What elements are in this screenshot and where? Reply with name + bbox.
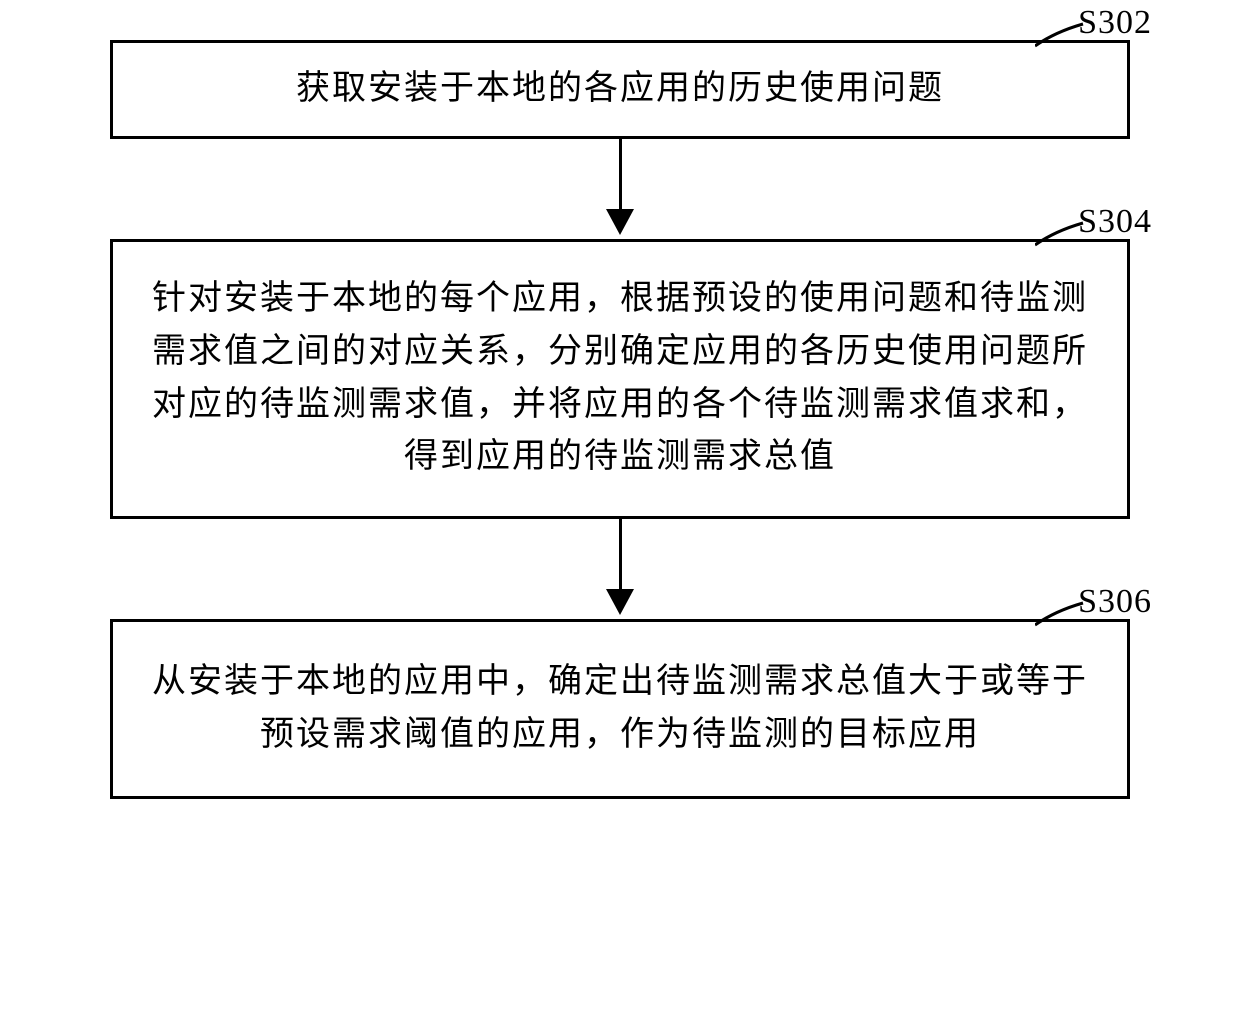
step-label-s306: S306 xyxy=(1078,583,1152,621)
flowchart-container: S302 获取安装于本地的各应用的历史使用问题 S304 针对安装于本地的每个应… xyxy=(60,40,1180,799)
step-wrapper-s306: S306 从安装于本地的应用中，确定出待监测需求总值大于或等于预设需求阈值的应用… xyxy=(60,619,1180,799)
arrow-head-icon xyxy=(606,589,634,615)
arrow-line xyxy=(619,519,622,589)
step-wrapper-s304: S304 针对安装于本地的每个应用，根据预设的使用问题和待监测需求值之间的对应关… xyxy=(60,239,1180,519)
arrow-line xyxy=(619,139,622,209)
step-label-s302: S302 xyxy=(1078,4,1152,42)
step-box-s306: 从安装于本地的应用中，确定出待监测需求总值大于或等于预设需求阈值的应用，作为待监… xyxy=(110,619,1130,799)
arrow-s304-s306 xyxy=(606,519,634,619)
step-box-s302: 获取安装于本地的各应用的历史使用问题 xyxy=(110,40,1130,139)
step-text-s306: 从安装于本地的应用中，确定出待监测需求总值大于或等于预设需求阈值的应用，作为待监… xyxy=(143,656,1097,761)
step-label-s304: S304 xyxy=(1078,203,1152,241)
arrow-head-icon xyxy=(606,209,634,235)
step-text-s304: 针对安装于本地的每个应用，根据预设的使用问题和待监测需求值之间的对应关系，分别确… xyxy=(143,273,1097,484)
step-text-s302: 获取安装于本地的各应用的历史使用问题 xyxy=(296,63,944,116)
arrow-s302-s304 xyxy=(606,139,634,239)
step-wrapper-s302: S302 获取安装于本地的各应用的历史使用问题 xyxy=(60,40,1180,139)
step-box-s304: 针对安装于本地的每个应用，根据预设的使用问题和待监测需求值之间的对应关系，分别确… xyxy=(110,239,1130,519)
